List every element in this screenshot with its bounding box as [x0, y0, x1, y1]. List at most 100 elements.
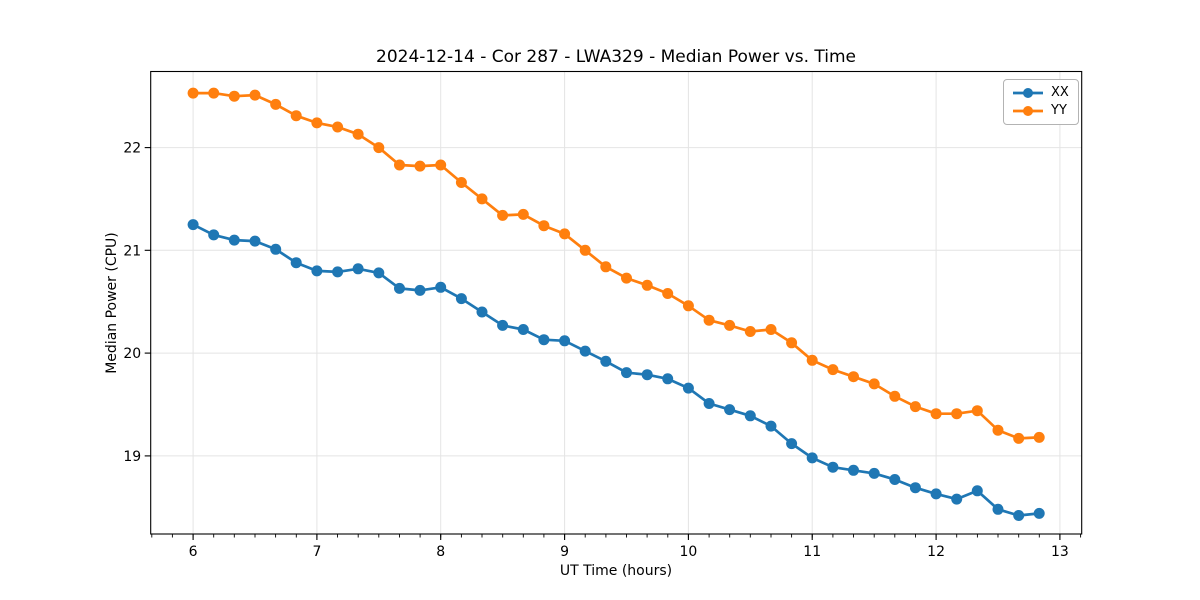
series-yy-point [682, 300, 694, 312]
series-yy-point [868, 378, 880, 390]
series-xx-point [290, 257, 302, 269]
series-yy-point [352, 128, 364, 140]
series-yy-point [909, 401, 921, 413]
series-xx-point [909, 482, 921, 494]
series-xx-point [744, 410, 756, 422]
legend-item-yy: YY [1012, 103, 1069, 119]
series-yy-point [703, 314, 715, 326]
series-yy-line [191, 91, 1041, 440]
chart-title: 2024-12-14 - Cor 287 - LWA329 - Median P… [376, 47, 856, 67]
series-xx-point [228, 234, 240, 246]
series-yy-point [332, 121, 344, 133]
series-xx-point [1033, 507, 1045, 519]
series-xx-point [517, 324, 529, 335]
series-xx-point [187, 219, 199, 231]
series-yy-point [724, 319, 736, 331]
x-tick-label: 6 [189, 544, 198, 560]
series-xx-point [930, 488, 942, 500]
series-yy-point [290, 110, 302, 122]
series-xx-point [476, 306, 488, 318]
series-yy-point [1013, 432, 1025, 444]
series-xx-point [724, 404, 736, 416]
series-xx-point [1013, 510, 1025, 521]
series-yy-point [311, 117, 323, 129]
series-yy-point [848, 371, 859, 383]
series-xx-point [971, 485, 983, 497]
series-xx-point [868, 467, 880, 479]
legend: XX YY [1003, 79, 1079, 125]
series-xx-point [682, 382, 694, 394]
series-yy-point [435, 159, 447, 171]
series-xx-point [208, 229, 220, 241]
y-tick-label: 21 [123, 243, 141, 259]
legend-item-xx: XX [1012, 85, 1069, 101]
series-yy-point [538, 220, 550, 232]
series-yy-point [992, 424, 1004, 436]
series-xx-point [332, 266, 344, 278]
series-xx-point [827, 461, 839, 473]
series-yy-point [786, 337, 798, 349]
series-yy-point [641, 279, 653, 291]
series-xx-point [621, 367, 632, 379]
series-yy-point [579, 244, 591, 256]
series-yy-point [971, 405, 983, 417]
series-xx-point [662, 373, 674, 385]
y-tick-label: 22 [123, 141, 141, 157]
y-axis-label: Median Power (CPU) [104, 232, 120, 374]
legend-label: YY [1051, 103, 1067, 118]
series-xx-point [311, 265, 323, 277]
legend-marker-swatch [1023, 88, 1033, 98]
series-yy-point [373, 142, 385, 154]
series-xx-point [394, 282, 405, 294]
series-xx-point [270, 243, 282, 255]
series-yy-point [889, 390, 901, 402]
axes-frame [150, 70, 1083, 535]
series-yy-point [765, 324, 777, 335]
x-tick-label: 11 [803, 544, 821, 560]
series-xx-point [992, 503, 1004, 515]
series-xx-point [786, 438, 798, 450]
x-tick-label: 7 [312, 544, 321, 560]
x-tick-label: 12 [927, 544, 945, 560]
series-yy-point [249, 89, 261, 101]
series-xx-point [414, 284, 426, 296]
series-yy-point [621, 272, 632, 284]
x-tick-label: 10 [679, 544, 697, 560]
y-tick-label: 20 [123, 346, 141, 362]
series-xx-point [765, 420, 777, 432]
legend-marker-swatch [1023, 106, 1033, 116]
series-yy-point [476, 193, 488, 205]
y-tick-label: 19 [123, 449, 141, 465]
series-yy-point [394, 159, 405, 171]
series-xx-point [703, 398, 715, 409]
series-yy-point [1033, 431, 1045, 443]
series-xx-point [497, 319, 509, 331]
series-xx-point [352, 263, 364, 275]
series-yy-point [517, 208, 529, 220]
series-xx-point [641, 369, 653, 381]
x-tick-label: 13 [1051, 544, 1069, 560]
legend-line-marker-icon [1013, 88, 1043, 98]
series-yy-point [827, 364, 839, 376]
series-yy-point [951, 408, 963, 420]
series-yy-point [228, 90, 240, 102]
series-xx-point [373, 267, 385, 279]
x-tick-label: 9 [560, 544, 569, 560]
series-xx-point [848, 464, 859, 476]
series-yy-point [187, 87, 199, 99]
series-xx-point [600, 355, 612, 367]
series-yy-point [414, 160, 426, 172]
series-xx-point [579, 345, 591, 357]
series-xx-point [559, 335, 571, 347]
series-xx-point [889, 474, 901, 485]
series-yy-point [455, 177, 467, 188]
legend-label: XX [1051, 85, 1069, 100]
legend-line-marker-icon [1013, 106, 1043, 116]
series-xx-point [806, 452, 818, 464]
x-axis-label: UT Time (hours) [559, 563, 673, 579]
series-yy-point [806, 354, 818, 366]
series-yy-point [600, 261, 612, 273]
series-yy-point [930, 408, 942, 420]
